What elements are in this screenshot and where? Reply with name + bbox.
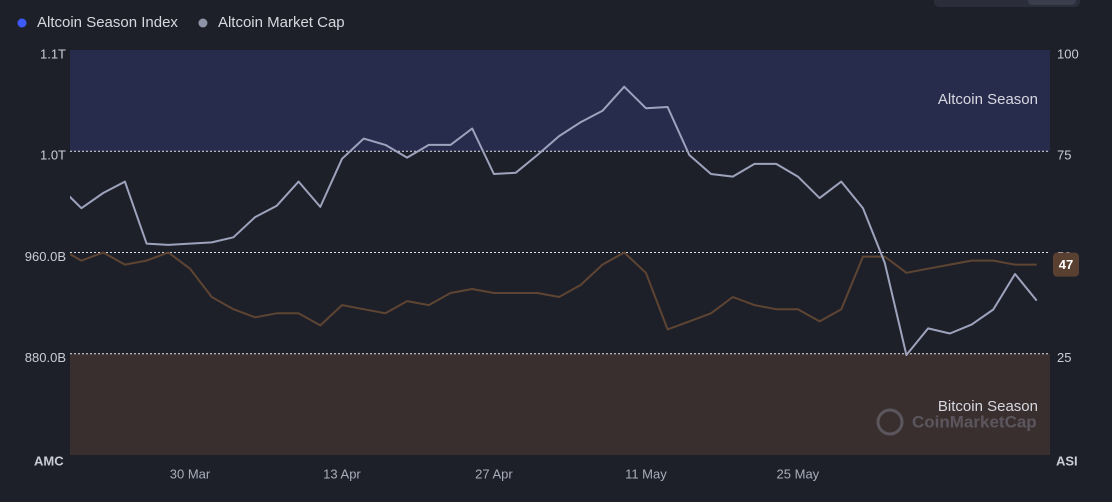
legend: Altcoin Season Index Altcoin Market Cap xyxy=(17,14,345,31)
last-value-label: 47 xyxy=(1059,257,1073,272)
y2-axis-label: ASI xyxy=(1056,453,1078,468)
x-tick-label: 11 May xyxy=(625,466,667,481)
watermark-text: CoinMarketCap xyxy=(912,412,1037,431)
y-tick-label: 960.0B xyxy=(25,249,66,264)
legend-marker[interactable] xyxy=(17,18,27,28)
last-value-badge xyxy=(1053,252,1079,277)
y-tick-label: 1.0T xyxy=(40,148,66,163)
legend-marker[interactable] xyxy=(198,18,208,28)
x-tick-label: 25 May xyxy=(777,466,820,481)
watermark: CoinMarketCap xyxy=(876,408,1037,436)
y2-tick-label: 25 xyxy=(1057,350,1071,365)
y-axis-label: AMC xyxy=(34,453,64,468)
y2-tick-label: 100 xyxy=(1057,46,1079,61)
y-tick-label: 880.0B xyxy=(25,350,66,365)
x-tick-label: 30 Mar xyxy=(170,466,211,481)
toggle-active[interactable] xyxy=(1028,0,1076,5)
legend-label[interactable]: Altcoin Market Cap xyxy=(218,14,345,31)
band-label: Altcoin Season xyxy=(938,91,1038,108)
y2-tick-label: 75 xyxy=(1057,148,1071,163)
legend-label[interactable]: Altcoin Season Index xyxy=(37,14,178,31)
series-line xyxy=(70,251,1037,331)
y-tick-label: 1.1T xyxy=(40,46,66,61)
watermark-logo xyxy=(876,408,904,436)
season-band xyxy=(70,353,1050,455)
band-label: Bitcoin Season xyxy=(938,398,1038,415)
x-tick-label: 13 Apr xyxy=(323,466,361,481)
x-tick-label: 27 Apr xyxy=(475,466,513,481)
series-line xyxy=(70,85,1038,356)
